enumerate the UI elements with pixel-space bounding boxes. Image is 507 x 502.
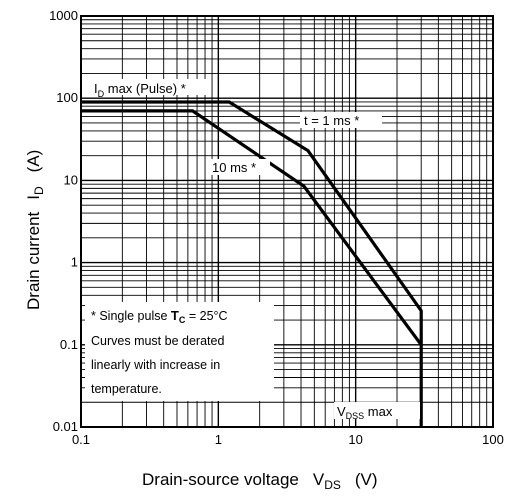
y-tick-label: 100: [56, 90, 78, 105]
t10ms-label: 10 ms *: [212, 160, 256, 175]
x-axis-label: Drain-source voltage VDS (V): [142, 470, 378, 492]
note-line-4: temperature.: [91, 382, 162, 396]
series-lines: [81, 100, 423, 427]
x-tick-label: 10: [348, 432, 362, 447]
y-axis-label: Drain currentID(A): [24, 150, 46, 310]
t1ms-label: t = 1 ms *: [304, 113, 359, 128]
note-line-2: Curves must be derated: [91, 334, 225, 348]
series-line-1ms: [81, 100, 423, 427]
plot-frame: [80, 15, 494, 428]
id-max-label-bg: [90, 79, 208, 95]
vdss-max-label-bg: [334, 402, 420, 419]
id-max-label: ID max (Pulse) *: [94, 81, 186, 99]
x-tick-label: 1: [215, 432, 222, 447]
note-line-3: linearly with increase in: [91, 358, 221, 372]
t10ms-label-bg: [208, 159, 270, 175]
y-tick-label: 1000: [49, 8, 78, 23]
y-tick-label: 0.1: [60, 337, 78, 352]
t1ms-label-bg: [300, 112, 382, 128]
x-tick-label: 0.1: [72, 432, 90, 447]
y-tick-label: 1: [71, 255, 78, 270]
x-tick-label: 100: [482, 432, 504, 447]
note-box: * Single pulse TC = 25°C Curves must be …: [85, 302, 274, 401]
y-tick-label: 0.01: [53, 419, 78, 434]
note-line-1: * Single pulse TC = 25°C: [91, 308, 228, 325]
vdss-max-label: VDSS max: [337, 404, 393, 421]
series-line-10ms: [81, 109, 423, 346]
y-tick-label: 10: [64, 172, 78, 187]
